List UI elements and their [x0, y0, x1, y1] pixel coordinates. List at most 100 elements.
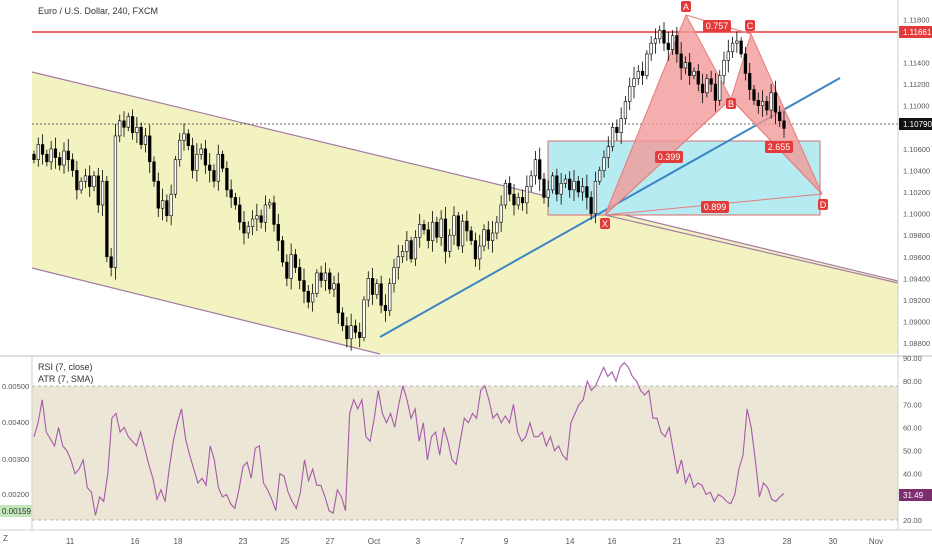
- candle-body: [143, 135, 148, 145]
- time-tick-label: 16: [608, 537, 617, 546]
- candle-body: [358, 331, 362, 338]
- candle-body: [568, 178, 572, 191]
- price-axis[interactable]: 1.118001.116601.114001.112001.110001.106…: [897, 0, 932, 356]
- rsi-value-badge: [899, 489, 932, 501]
- candle-body: [70, 159, 75, 171]
- ratio-xb-label: 0.399: [658, 152, 681, 162]
- candle-body: [533, 159, 538, 177]
- candle-body: [743, 53, 748, 74]
- time-tick-label: Oct: [368, 537, 381, 546]
- candle-body: [203, 148, 208, 166]
- candle-body: [726, 51, 730, 61]
- candle-body: [349, 325, 353, 340]
- candle-body: [250, 218, 255, 227]
- candle-body: [379, 283, 383, 306]
- candle-body: [225, 167, 229, 191]
- candle-body: [628, 86, 632, 102]
- candle-body: [229, 189, 233, 198]
- candle-body: [148, 135, 152, 163]
- time-tick-label: 28: [783, 537, 792, 546]
- price-tick-label: 1.11800: [903, 15, 930, 24]
- time-tick-label: 14: [566, 537, 575, 546]
- candle-body: [306, 290, 310, 303]
- candle-body: [542, 178, 546, 198]
- candle-body: [152, 161, 156, 182]
- point-a-badge: [681, 1, 691, 12]
- channel-upper-line: [31, 71, 899, 282]
- candle-body: [653, 38, 658, 44]
- atr-axis[interactable]: 0.00500 0.00400 0.00300 0.00200 0.00159: [0, 382, 32, 517]
- candle-body: [705, 78, 709, 94]
- time-tick-label: 7: [460, 537, 465, 546]
- price-tick-label: 1.10200: [903, 188, 930, 197]
- candle-body: [692, 70, 696, 76]
- candle-body: [319, 272, 323, 281]
- candle-body: [49, 148, 53, 163]
- candle-body: [610, 126, 615, 148]
- candle-body: [58, 157, 62, 166]
- candle-body: [439, 218, 443, 238]
- candle-body: [722, 60, 726, 76]
- candle-body: [688, 62, 692, 76]
- price-pane[interactable]: A B C D X 0.757 0.399 2.655 0.899 Euro /…: [31, 1, 899, 355]
- candle-body: [700, 83, 705, 94]
- atr-value-label: 0.00159: [2, 507, 31, 516]
- rsi-tick-label: 70.00: [903, 400, 922, 409]
- candle-body: [383, 304, 388, 311]
- candle-body: [426, 229, 430, 241]
- candle-body: [75, 170, 79, 191]
- candle-body: [45, 153, 49, 163]
- candle-body: [482, 229, 486, 247]
- candle-body: [670, 35, 675, 50]
- candle-body: [173, 159, 178, 195]
- candle-body: [366, 278, 370, 301]
- candle-body: [156, 180, 160, 209]
- candle-body: [658, 29, 662, 40]
- indicator-pane[interactable]: RSI (7, close) ATR (7, SMA): [31, 356, 898, 530]
- candle-body: [370, 278, 375, 295]
- candle-body: [105, 180, 109, 258]
- candle-body: [53, 148, 58, 158]
- time-tick-label: 18: [174, 537, 183, 546]
- candle-body: [550, 175, 555, 191]
- candle-body: [190, 145, 195, 171]
- atr-value-badge: [0, 505, 32, 517]
- candle-body: [516, 197, 520, 206]
- candle-body: [632, 78, 636, 87]
- candles: [32, 22, 786, 351]
- candle-body: [619, 118, 623, 133]
- candle-body: [160, 200, 165, 209]
- candle-body: [730, 42, 735, 53]
- candle-body: [662, 29, 666, 44]
- candle-body: [576, 180, 580, 193]
- candle-body: [435, 221, 439, 238]
- candle-body: [448, 234, 452, 252]
- time-tick-label: 25: [281, 537, 290, 546]
- candle-body: [113, 135, 118, 268]
- candle-body: [130, 116, 135, 133]
- rsi-axis[interactable]: 90.0080.0070.0060.0050.0040.0030.0020.00…: [897, 354, 932, 530]
- candle-body: [340, 312, 345, 327]
- time-tick-label: 27: [326, 537, 335, 546]
- candle-body: [212, 170, 216, 182]
- time-tick-label: 23: [716, 537, 725, 546]
- candle-body: [529, 175, 533, 187]
- candle-body: [298, 267, 302, 281]
- price-tick-label: 1.08800: [903, 339, 930, 348]
- candle-body: [593, 180, 598, 214]
- candle-body: [696, 70, 700, 85]
- rsi-tick-label: 60.00: [903, 423, 922, 432]
- atr-ticks: 0.00500 0.00400 0.00300 0.00200: [2, 382, 29, 499]
- candle-body: [118, 120, 122, 137]
- time-axis[interactable]: 11 16 18 23 25 27 Oct 3 7 9 14 16 21 23 28 30 Nov Z: [0, 529, 932, 546]
- candle-body: [675, 35, 679, 55]
- candle-body: [773, 92, 778, 113]
- candle-body: [345, 325, 349, 340]
- candle-body: [375, 283, 379, 295]
- candle-body: [645, 53, 649, 76]
- candle-body: [615, 126, 619, 133]
- time-tick-label: 11: [66, 537, 75, 546]
- point-d-badge: [818, 199, 828, 210]
- candle-body: [400, 251, 405, 258]
